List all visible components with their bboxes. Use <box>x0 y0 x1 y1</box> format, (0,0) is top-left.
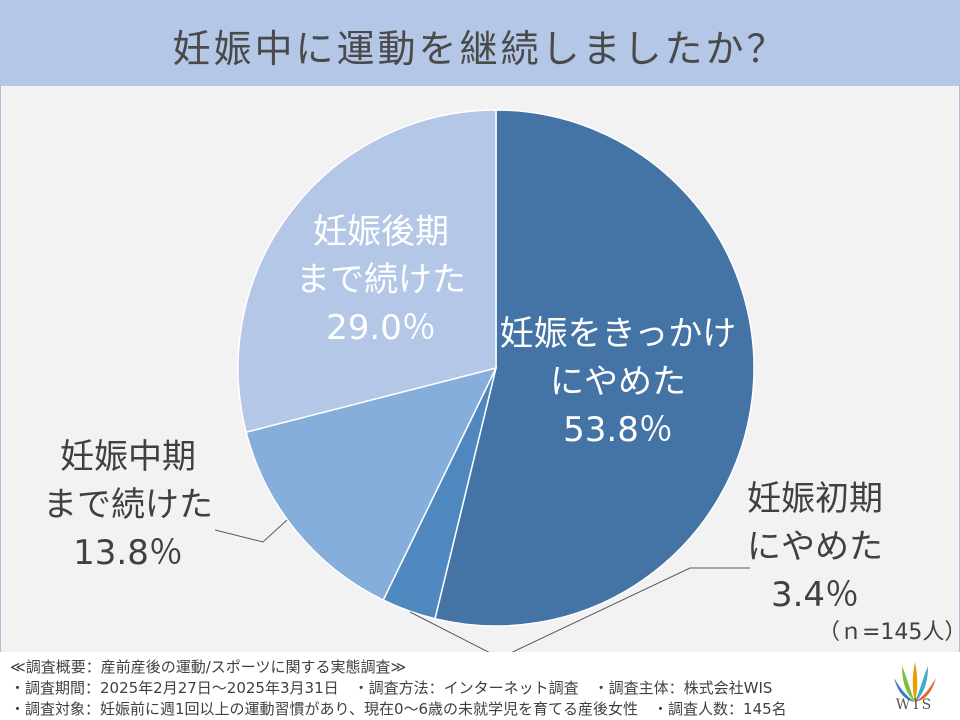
survey-notes: ≪調査概要：産前産後の運動/スポーツに関する実態調査≫ ・調査期間：2025年2… <box>0 652 960 720</box>
slice-value-label-1: 3.4％ <box>771 575 859 615</box>
pie-slice-0 <box>434 109 755 627</box>
slice-label-2-0: 妊娠中期 <box>60 437 196 477</box>
slice-value-label-0: 53.8％ <box>563 410 673 450</box>
leader-line-1 <box>409 567 750 659</box>
slice-label-1-0: 妊娠初期 <box>747 479 883 519</box>
slice-label-1-1: にやめた <box>747 527 883 567</box>
slice-label-2-1: まで続けた <box>43 485 213 525</box>
wis-logo-icon <box>894 662 936 702</box>
slice-value-label-3: 29.0％ <box>326 308 436 348</box>
pie-slice-2 <box>245 366 498 602</box>
sample-size-label: （ｎ=145人） <box>818 620 960 645</box>
chart-title: 妊娠中に運動を継続しましたか？ <box>172 27 788 71</box>
slice-label-3-1: まで続けた <box>296 260 466 300</box>
survey-note-target: ・調査対象：妊娠前に週1回以上の運動習慣があり、現在0～6歳の未就学児を育てる産… <box>10 700 787 718</box>
survey-note-period: ・調査期間：2025年2月27日～2025年3月31日 ・調査方法：インターネッ… <box>10 679 773 697</box>
slice-value-label-2: 13.8％ <box>73 533 183 573</box>
leader-line-2 <box>214 519 288 543</box>
slice-label-0-1: にやめた <box>550 362 686 402</box>
slice-label-0-0: 妊娠をきっかけ <box>500 314 737 354</box>
pie-slice-3 <box>237 109 497 434</box>
title-bar: 妊娠中に運動を継続しましたか？ <box>0 0 960 86</box>
survey-note-overview: ≪調査概要：産前産後の運動/スポーツに関する実態調査≫ <box>10 658 407 676</box>
slice-label-3-0: 妊娠後期 <box>313 212 449 252</box>
logo-text: WIS <box>895 697 935 713</box>
